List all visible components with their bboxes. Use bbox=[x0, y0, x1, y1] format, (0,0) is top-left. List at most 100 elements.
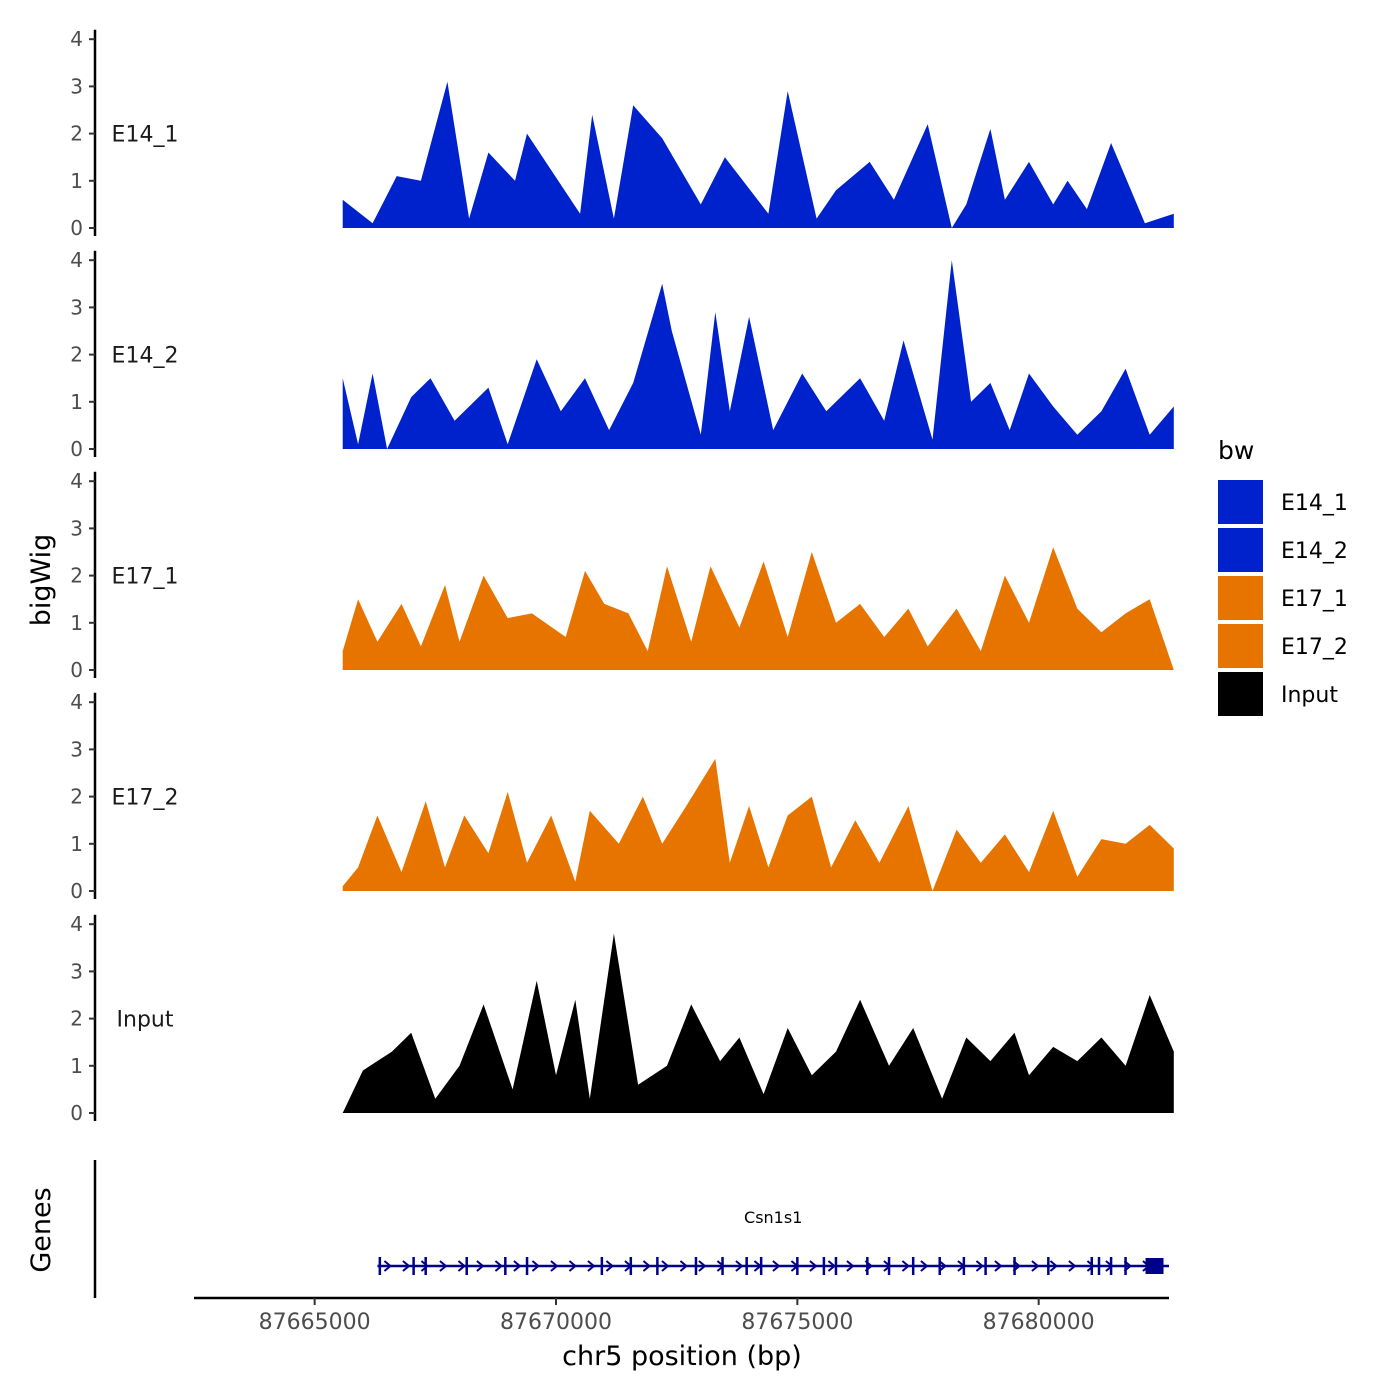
coverage-area-E14_1 bbox=[342, 81, 1174, 228]
gene-exon bbox=[1013, 1257, 1016, 1275]
track-E14_1: 0 1 2 3 4 E14_1 bbox=[70, 27, 1174, 240]
x-axis-title: chr5 position (bp) bbox=[562, 1341, 802, 1372]
strand-arrow bbox=[772, 1260, 781, 1272]
strand-arrow bbox=[846, 1260, 855, 1272]
strand-arrow bbox=[994, 1260, 1003, 1272]
strand-arrow bbox=[735, 1260, 744, 1272]
gene-exon bbox=[525, 1257, 529, 1275]
gene-exon bbox=[629, 1257, 633, 1275]
gene-exon bbox=[694, 1257, 698, 1275]
legend-swatch-E17_1 bbox=[1218, 576, 1263, 620]
strand-arrow bbox=[1049, 1260, 1058, 1272]
gene-exon bbox=[822, 1257, 826, 1275]
y-tick-label: 1 bbox=[70, 1054, 83, 1078]
gene-exon bbox=[887, 1257, 891, 1275]
y-tick-label: 4 bbox=[70, 27, 83, 51]
track-label: E14_1 bbox=[112, 123, 179, 148]
y-tick-label: 2 bbox=[70, 343, 83, 367]
strand-arrow bbox=[698, 1260, 707, 1272]
y-tick-label: 3 bbox=[70, 959, 83, 983]
y-tick-label: 0 bbox=[70, 1101, 83, 1125]
y-tick-label: 1 bbox=[70, 832, 83, 856]
strand-arrow bbox=[827, 1260, 836, 1272]
gene-exon bbox=[1109, 1257, 1113, 1275]
gene-exon bbox=[1124, 1257, 1127, 1275]
gene-exon bbox=[745, 1257, 748, 1275]
strand-arrow bbox=[550, 1260, 559, 1272]
y-tick-label: 2 bbox=[70, 122, 83, 146]
y-tick-label: 4 bbox=[70, 248, 83, 272]
y-tick-label: 3 bbox=[70, 516, 83, 540]
x-axis: 87665000 87670000 87675000 87680000 bbox=[194, 1296, 1169, 1335]
strand-arrow bbox=[531, 1260, 540, 1272]
y-tick-label: 2 bbox=[70, 785, 83, 809]
gene-exon bbox=[656, 1257, 659, 1275]
legend: bw E14_1 E14_2 E17_1 E17_2 Input bbox=[1218, 436, 1348, 716]
gene-exon bbox=[1047, 1257, 1050, 1275]
coverage-area-Input bbox=[342, 933, 1174, 1113]
strand-arrow bbox=[605, 1260, 614, 1272]
strand-arrow bbox=[568, 1260, 577, 1272]
strand-arrow bbox=[457, 1260, 466, 1272]
y-tick-label: 2 bbox=[70, 564, 83, 588]
y-tick-label: 3 bbox=[70, 737, 83, 761]
y-axis-title: bigWig bbox=[26, 534, 57, 627]
track-E17_2: 0 1 2 3 4 E17_2 bbox=[70, 690, 1174, 903]
y-tick-label: 0 bbox=[70, 437, 83, 461]
strand-arrow bbox=[642, 1260, 651, 1272]
gene-exon bbox=[424, 1257, 427, 1275]
legend-label-E14_1: E14_1 bbox=[1281, 491, 1348, 516]
genes-panel: Csn1s1 bbox=[93, 1160, 1169, 1298]
y-tick-label: 0 bbox=[70, 879, 83, 903]
strand-arrow bbox=[439, 1260, 448, 1272]
track-label: Input bbox=[117, 1008, 174, 1033]
y-tick-label: 0 bbox=[70, 216, 83, 240]
gene-exon bbox=[796, 1257, 799, 1275]
strand-arrow bbox=[938, 1260, 947, 1272]
strand-arrow bbox=[513, 1260, 522, 1272]
gene-exon bbox=[600, 1257, 604, 1275]
gene-exon bbox=[504, 1257, 507, 1275]
legend-label-E17_1: E17_1 bbox=[1281, 587, 1348, 612]
strand-arrow bbox=[809, 1260, 818, 1272]
strand-arrow bbox=[975, 1260, 984, 1272]
strand-arrow bbox=[661, 1260, 670, 1272]
y-tick-label: 1 bbox=[70, 390, 83, 414]
y-tick-label: 4 bbox=[70, 690, 83, 714]
gene-exon bbox=[834, 1257, 838, 1275]
y-tick-label: 1 bbox=[70, 611, 83, 635]
gene-exon bbox=[721, 1257, 724, 1275]
legend-label-E17_2: E17_2 bbox=[1281, 635, 1348, 660]
gene-exon bbox=[1097, 1257, 1101, 1275]
x-tick-label: 87665000 bbox=[259, 1310, 371, 1335]
gene-exon bbox=[1145, 1258, 1164, 1274]
gene-exon bbox=[465, 1257, 468, 1275]
gene-exon bbox=[866, 1257, 869, 1275]
gene-exon bbox=[412, 1257, 415, 1275]
y-tick-label: 3 bbox=[70, 295, 83, 319]
legend-swatch-E14_1 bbox=[1218, 480, 1263, 524]
gene-exon bbox=[759, 1257, 763, 1275]
legend-label-Input: Input bbox=[1281, 683, 1338, 708]
strand-arrow bbox=[420, 1260, 429, 1272]
gene-exon bbox=[938, 1257, 941, 1275]
gene-exon bbox=[378, 1257, 382, 1275]
gene-exon bbox=[911, 1257, 915, 1275]
y-tick-label: 4 bbox=[70, 912, 83, 936]
y-tick-label: 0 bbox=[70, 658, 83, 682]
gene-exon bbox=[962, 1257, 966, 1275]
coverage-area-E14_2 bbox=[342, 260, 1174, 449]
coverage-tracks: 0 1 2 3 4 E14_1 0 1 2 3 4 E14_2 0 1 2 3 4 E17_1 0 1 2 3 4 E17_2… bbox=[70, 27, 1174, 1125]
coverage-area-E17_1 bbox=[342, 547, 1174, 670]
y-tick-label: 2 bbox=[70, 1007, 83, 1031]
strand-arrow bbox=[920, 1260, 929, 1272]
y-tick-label: 4 bbox=[70, 469, 83, 493]
legend-title: bw bbox=[1218, 436, 1254, 465]
strand-arrow bbox=[383, 1260, 392, 1272]
strand-arrow bbox=[1086, 1260, 1095, 1272]
x-tick-label: 87670000 bbox=[500, 1310, 612, 1335]
legend-swatch-E14_2 bbox=[1218, 528, 1263, 572]
strand-arrow bbox=[1031, 1260, 1040, 1272]
strand-arrow bbox=[1068, 1260, 1077, 1272]
